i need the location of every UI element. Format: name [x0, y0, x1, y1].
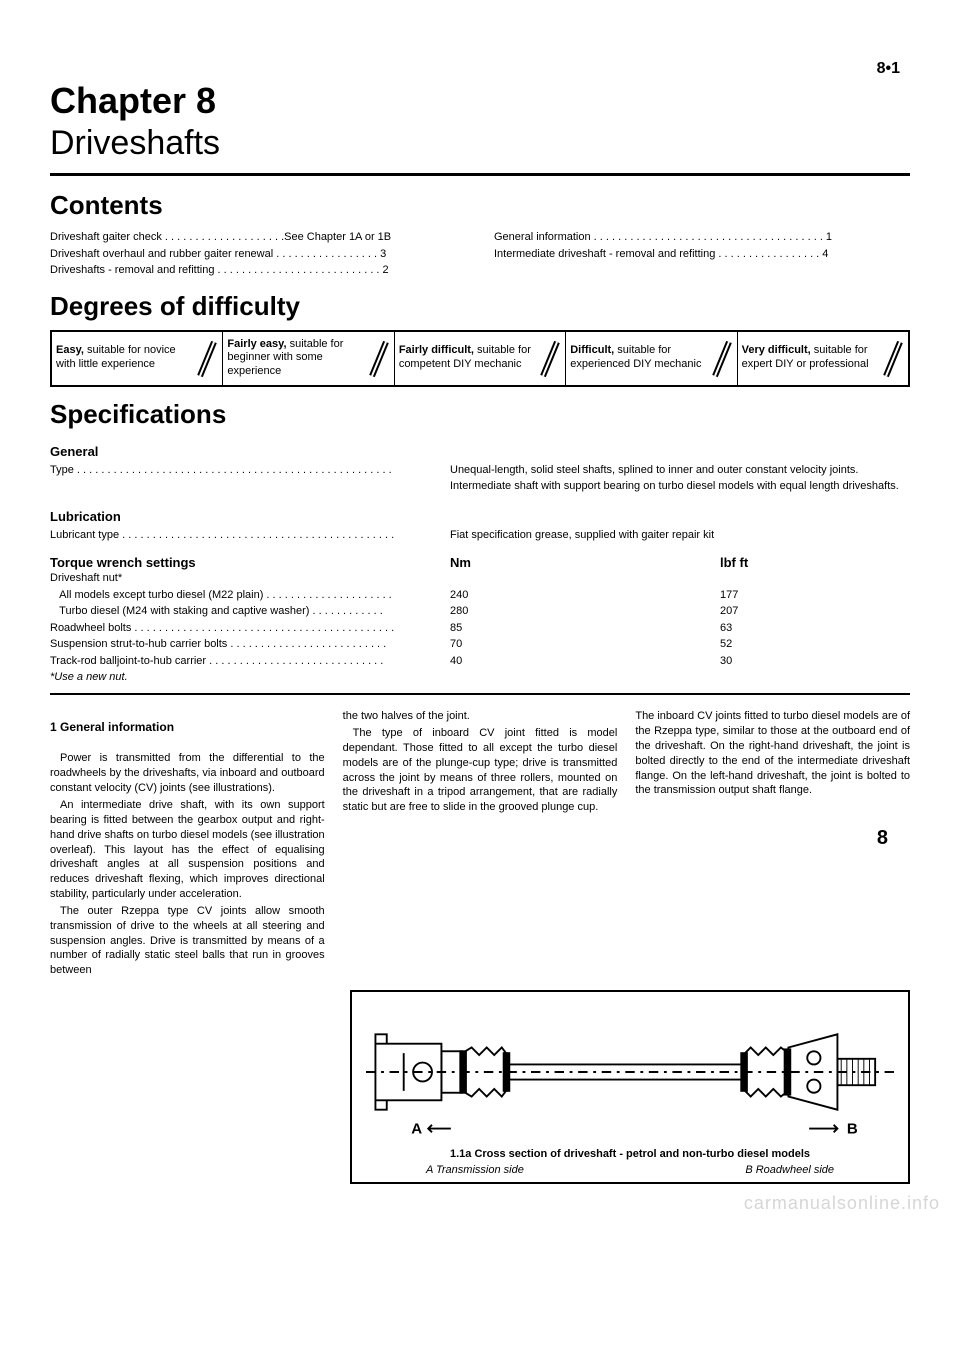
torque-note: *Use a new nut. [50, 671, 910, 683]
contents-item: Intermediate driveshaft - removal and re… [494, 246, 910, 263]
torque-label: Roadwheel bolts . . . . . . . . . . . . … [50, 620, 450, 637]
difficulty-cell: Fairly difficult, suitable for competent… [395, 332, 566, 385]
figure-labels: A Transmission side B Roadwheel side [366, 1164, 894, 1176]
difficulty-bold: Very difficult, [742, 344, 811, 356]
difficulty-bold: Easy, [56, 344, 84, 356]
torque-label: Driveshaft nut* [50, 570, 450, 587]
wrench-icon [368, 338, 390, 378]
torque-row: Roadwheel bolts . . . . . . . . . . . . … [50, 620, 910, 637]
figure-caption: 1.1a Cross section of driveshaft - petro… [366, 1148, 894, 1160]
torque-nm: 40 [450, 653, 720, 670]
difficulty-cell: Fairly easy, suitable for beginner with … [223, 332, 394, 385]
torque-row: Driveshaft nut* [50, 570, 910, 587]
section-heading: 1 General information [50, 719, 325, 735]
contents-right: General information . . . . . . . . . . … [494, 229, 910, 279]
watermark: carmanualsonline.info [744, 1193, 940, 1214]
page: 8•1 Chapter 8 Driveshafts Contents Drive… [0, 0, 960, 1224]
spec-value: Fiat specification grease, supplied with… [450, 527, 910, 544]
divider [50, 693, 910, 695]
torque-lbfft: 52 [720, 636, 910, 653]
figure-box: A B 1.1a Cross section of driveshaft - p… [350, 990, 910, 1184]
divider [50, 173, 910, 176]
body-wrap: 1 General information Power is transmitt… [50, 709, 910, 1184]
contents-list: Driveshaft gaiter check . . . . . . . . … [50, 229, 910, 279]
torque-row: All models except turbo diesel (M22 plai… [50, 587, 910, 604]
torque-lbfft: 30 [720, 653, 910, 670]
page-number: 8•1 [877, 60, 900, 78]
torque-row: Suspension strut-to-hub carrier bolts . … [50, 636, 910, 653]
body-para: The outer Rzeppa type CV joints allow sm… [50, 904, 325, 978]
torque-heading: Torque wrench settings [50, 555, 450, 570]
contents-item: Driveshaft gaiter check . . . . . . . . … [50, 229, 466, 246]
fig-letter-a: A [411, 1120, 422, 1137]
torque-nm: 70 [450, 636, 720, 653]
chapter-subtitle: Driveshafts [50, 124, 910, 163]
general-subheading: General [50, 444, 910, 459]
body-para: An intermediate drive shaft, with its ow… [50, 798, 325, 902]
spec-row: Type . . . . . . . . . . . . . . . . . .… [50, 462, 910, 495]
side-chapter-marker: 8 [877, 827, 888, 850]
driveshaft-diagram: A B [366, 1006, 894, 1138]
torque-label: Track-rod balljoint-to-hub carrier . . .… [50, 653, 450, 670]
torque-col-nm: Nm [450, 555, 720, 570]
torque-nm [450, 570, 720, 587]
degrees-heading: Degrees of difficulty [50, 291, 910, 322]
spec-label: Lubricant type . . . . . . . . . . . . .… [50, 527, 450, 544]
torque-label: Turbo diesel (M24 with staking and capti… [50, 603, 450, 620]
spec-label: Type . . . . . . . . . . . . . . . . . .… [50, 462, 450, 495]
difficulty-cell: Easy, suitable for novice with little ex… [52, 332, 223, 385]
torque-label: All models except turbo diesel (M22 plai… [50, 587, 450, 604]
wrench-icon [711, 338, 733, 378]
body-columns: 1 General information Power is transmitt… [50, 709, 910, 980]
torque-row: Turbo diesel (M24 with staking and capti… [50, 603, 910, 620]
contents-item: Driveshafts - removal and refitting . . … [50, 262, 466, 279]
torque-nm: 240 [450, 587, 720, 604]
column-2: the two halves of the joint. The type of… [343, 709, 618, 980]
torque-label: Suspension strut-to-hub carrier bolts . … [50, 636, 450, 653]
contents-item: General information . . . . . . . . . . … [494, 229, 910, 246]
lubrication-subheading: Lubrication [50, 509, 910, 524]
body-para: The inboard CV joints fitted to turbo di… [635, 709, 910, 798]
spec-value: Unequal-length, solid steel shafts, spli… [450, 462, 910, 495]
difficulty-table: Easy, suitable for novice with little ex… [50, 330, 910, 387]
torque-nm: 85 [450, 620, 720, 637]
torque-lbfft: 177 [720, 587, 910, 604]
torque-nm: 280 [450, 603, 720, 620]
difficulty-cell: Very difficult, suitable for expert DIY … [738, 332, 908, 385]
torque-col-lbfft: lbf ft [720, 555, 910, 570]
torque-lbfft: 63 [720, 620, 910, 637]
body-para: the two halves of the joint. [343, 709, 618, 724]
wrench-icon [882, 338, 904, 378]
wrench-icon [539, 338, 561, 378]
wrench-icon [196, 338, 218, 378]
difficulty-bold: Difficult, [570, 344, 614, 356]
chapter-title: Chapter 8 [50, 80, 910, 122]
difficulty-cell: Difficult, suitable for experienced DIY … [566, 332, 737, 385]
contents-left: Driveshaft gaiter check . . . . . . . . … [50, 229, 466, 279]
difficulty-bold: Fairly easy, [227, 338, 286, 350]
body-para: The type of inboard CV joint fitted is m… [343, 726, 618, 815]
contents-heading: Contents [50, 190, 910, 221]
figure-label-a: A Transmission side [426, 1164, 524, 1176]
torque-row: Track-rod balljoint-to-hub carrier . . .… [50, 653, 910, 670]
column-1: 1 General information Power is transmitt… [50, 709, 325, 980]
difficulty-bold: Fairly difficult, [399, 344, 474, 356]
figure-label-b: B Roadwheel side [745, 1164, 834, 1176]
specifications-heading: Specifications [50, 399, 910, 430]
fig-letter-b: B [847, 1120, 858, 1137]
torque-lbfft [720, 570, 910, 587]
body-para: Power is transmitted from the differenti… [50, 751, 325, 796]
torque-header: Torque wrench settings Nm lbf ft [50, 555, 910, 570]
contents-item: Driveshaft overhaul and rubber gaiter re… [50, 246, 466, 263]
spec-row: Lubricant type . . . . . . . . . . . . .… [50, 527, 910, 544]
column-3: The inboard CV joints fitted to turbo di… [635, 709, 910, 980]
torque-lbfft: 207 [720, 603, 910, 620]
